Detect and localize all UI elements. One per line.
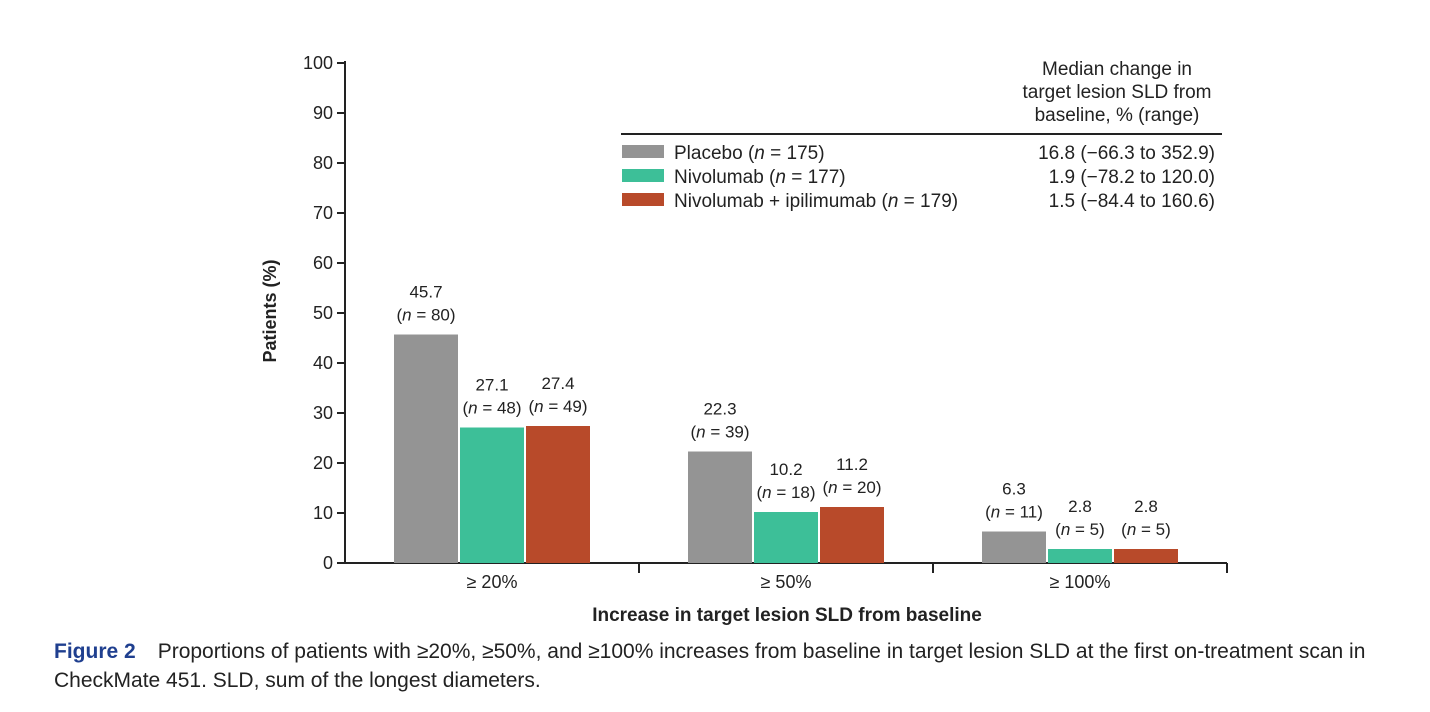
data-label: 11.2 bbox=[836, 455, 868, 474]
y-axis-title: Patients (%) bbox=[260, 259, 280, 362]
bar bbox=[982, 531, 1046, 563]
bar bbox=[1114, 549, 1178, 563]
figure-caption-text: Proportions of patients with ≥20%, ≥50%,… bbox=[54, 640, 1366, 692]
data-label: 2.8 bbox=[1134, 497, 1158, 516]
data-label: 10.2 bbox=[769, 460, 802, 479]
data-label-n: (n = 49) bbox=[528, 397, 587, 416]
y-tick-label: 50 bbox=[313, 303, 333, 323]
x-tick-label: ≥ 100% bbox=[1050, 572, 1111, 592]
legend-swatch bbox=[622, 193, 664, 206]
data-label: 45.7 bbox=[409, 283, 442, 302]
bar bbox=[754, 512, 818, 563]
y-tick-label: 0 bbox=[323, 553, 333, 573]
bar bbox=[460, 427, 524, 563]
legend-label: Placebo (n = 175) bbox=[674, 143, 825, 164]
data-label: 22.3 bbox=[703, 400, 736, 419]
legend-table-header: baseline, % (range) bbox=[1035, 105, 1200, 126]
data-label: 2.8 bbox=[1068, 497, 1092, 516]
y-tick-label: 70 bbox=[313, 203, 333, 223]
y-tick-label: 30 bbox=[313, 403, 333, 423]
bar bbox=[820, 507, 884, 563]
x-tick-label: ≥ 20% bbox=[467, 572, 518, 592]
legend-label: Nivolumab + ipilimumab (n = 179) bbox=[674, 191, 958, 212]
legend-table-header: target lesion SLD from bbox=[1022, 82, 1211, 103]
legend-swatch bbox=[622, 145, 664, 158]
x-tick-label: ≥ 50% bbox=[761, 572, 812, 592]
data-label-n: (n = 5) bbox=[1055, 520, 1105, 539]
y-tick-label: 10 bbox=[313, 503, 333, 523]
data-label-n: (n = 18) bbox=[756, 483, 815, 502]
x-axis-title: Increase in target lesion SLD from basel… bbox=[592, 605, 982, 626]
legend-median-change: 16.8 (−66.3 to 352.9) bbox=[1038, 143, 1215, 164]
bar bbox=[394, 334, 458, 563]
data-label-n: (n = 80) bbox=[396, 306, 455, 325]
legend-median-change: 1.9 (−78.2 to 120.0) bbox=[1049, 167, 1215, 188]
y-tick-label: 100 bbox=[303, 53, 333, 73]
legend-median-change: 1.5 (−84.4 to 160.6) bbox=[1049, 191, 1215, 212]
legend-table-header: Median change in bbox=[1042, 59, 1192, 80]
y-tick-label: 60 bbox=[313, 253, 333, 273]
figure-caption: Figure 2 Proportions of patients with ≥20… bbox=[54, 637, 1384, 695]
data-label-n: (n = 39) bbox=[690, 423, 749, 442]
y-tick-label: 40 bbox=[313, 353, 333, 373]
data-label-n: (n = 48) bbox=[462, 399, 521, 418]
legend-label: Nivolumab (n = 177) bbox=[674, 167, 846, 188]
legend-swatch bbox=[622, 169, 664, 182]
figure-label: Figure 2 bbox=[54, 640, 136, 663]
data-label-n: (n = 11) bbox=[985, 503, 1043, 522]
y-tick-label: 80 bbox=[313, 153, 333, 173]
data-label: 6.3 bbox=[1002, 480, 1026, 499]
data-label: 27.1 bbox=[475, 376, 508, 395]
bar-chart: 0 10 20 30 40 50 60 70 80 90 100 Patients (%) ≥ 20% 4… bbox=[260, 53, 1228, 626]
bar bbox=[526, 426, 590, 563]
y-tick-label: 20 bbox=[313, 453, 333, 473]
data-label: 27.4 bbox=[541, 374, 574, 393]
bar bbox=[1048, 549, 1112, 563]
data-label-n: (n = 5) bbox=[1121, 520, 1171, 539]
data-label-n: (n = 20) bbox=[822, 478, 881, 497]
bar bbox=[688, 451, 752, 563]
y-tick-label: 90 bbox=[313, 103, 333, 123]
